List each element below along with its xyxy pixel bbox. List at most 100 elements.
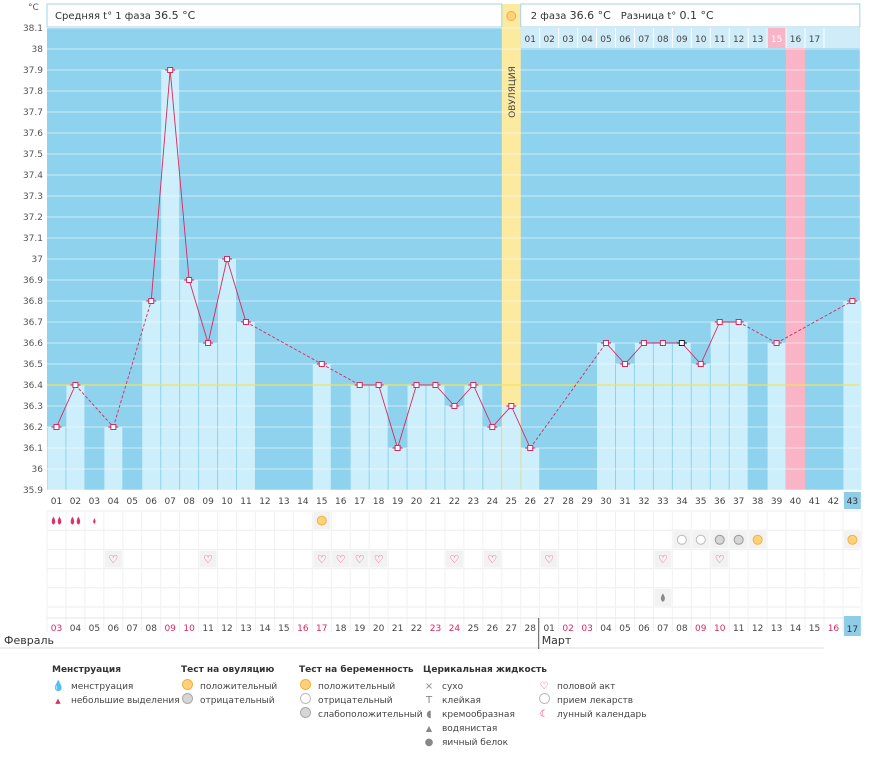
date-label: 28 xyxy=(524,624,536,634)
cycle-day-label: 33 xyxy=(657,497,668,507)
temperature-segment xyxy=(169,69,190,281)
cycle-day-label: 27 xyxy=(543,497,554,507)
y-tick-label: 36 xyxy=(32,465,44,475)
temperature-point xyxy=(735,319,742,325)
temperature-bar xyxy=(199,343,218,490)
y-tick-label: 37 xyxy=(32,255,43,265)
sun-icon xyxy=(181,680,193,694)
legend-item: 💧 менструация xyxy=(52,680,180,694)
cycle-day-label: 28 xyxy=(562,497,574,507)
cycle-day-label: 34 xyxy=(676,497,688,507)
phase1-box xyxy=(46,3,503,28)
temperature-point xyxy=(451,403,458,409)
drop-icon xyxy=(57,516,62,525)
phase2-day-label: 06 xyxy=(619,35,631,45)
current-date-badge xyxy=(843,616,861,636)
legend-label: положительный xyxy=(200,682,278,692)
temperature-point xyxy=(53,424,60,430)
cycle-day-label: 17 xyxy=(354,497,365,507)
diff-value: 0.1 °C xyxy=(679,9,713,22)
date-label: 09 xyxy=(164,624,176,634)
temperature-bar xyxy=(47,427,66,490)
legend-title: Церикальная жидкость xyxy=(423,665,547,675)
legend-pregnancy-test: Тест на беременность положительный отриц… xyxy=(299,665,423,722)
cell-bg xyxy=(351,550,369,568)
drop-icon xyxy=(93,518,96,524)
phase2-day-label: 17 xyxy=(809,35,820,45)
temperature-bar xyxy=(653,343,672,490)
legend-item: ☾ лунный календарь xyxy=(538,708,647,722)
temperature-segment xyxy=(245,321,322,365)
phase2-label: 2 фаза 36.6 °C xyxy=(531,9,611,22)
cycle-day-label: 20 xyxy=(411,497,423,507)
date-label: 14 xyxy=(790,624,802,634)
phase2-day-label: 12 xyxy=(733,35,744,45)
highlight-cell xyxy=(767,28,786,48)
date-label: 13 xyxy=(240,624,251,634)
cycle-day-label: 38 xyxy=(752,497,764,507)
sun-icon xyxy=(299,680,311,694)
temperature-segment xyxy=(207,258,228,344)
legend-label: небольшие выделения xyxy=(71,696,180,706)
grey-circle-icon xyxy=(733,534,744,545)
temperature-bar xyxy=(142,301,161,490)
cross-icon: × xyxy=(424,681,434,692)
phase2-day-label: 16 xyxy=(790,35,802,45)
temperature-point xyxy=(470,382,477,388)
cycle-day-label: 26 xyxy=(524,497,536,507)
temperature-point xyxy=(413,382,420,388)
temperature-point xyxy=(489,424,496,430)
legend-title: Тест на овуляцию xyxy=(181,665,275,675)
date-label: 15 xyxy=(278,624,289,634)
phase2-value: 36.6 °C xyxy=(570,9,611,22)
cycle-day-label: 24 xyxy=(487,497,499,507)
date-label: 24 xyxy=(449,624,461,634)
legend-menstruation: Менструация 💧 менструация ▲ небольшие выде… xyxy=(52,665,180,708)
y-tick-label: 36.8 xyxy=(23,297,43,307)
legend-label: слабоположительный xyxy=(318,710,423,720)
date-label: 20 xyxy=(373,624,385,634)
y-tick-label: 37.1 xyxy=(23,234,43,244)
y-tick-label: 37.7 xyxy=(23,108,43,118)
date-label: 10 xyxy=(714,624,726,634)
cycle-day-label: 04 xyxy=(108,497,120,507)
cycle-day-label: 29 xyxy=(581,497,593,507)
y-tick-label: 36.5 xyxy=(23,360,43,370)
temperature-segment xyxy=(681,342,702,365)
temperature-line xyxy=(51,67,858,451)
ovulation-label: ОВУЛЯЦИЯ xyxy=(508,66,518,118)
y-tick-label: 37.6 xyxy=(23,129,43,139)
temperature-point xyxy=(508,403,515,409)
month-label: Март xyxy=(542,634,572,647)
cell-bg xyxy=(483,550,501,568)
phase2-day-label: 09 xyxy=(676,35,688,45)
legend: Менструация 💧 менструация ▲ небольшие выде… xyxy=(48,665,647,775)
date-label: 14 xyxy=(259,624,271,634)
date-label: 11 xyxy=(733,624,744,634)
date-label: 17 xyxy=(316,624,327,634)
date-label: 18 xyxy=(335,624,347,634)
temperature-bar xyxy=(350,385,369,490)
drop-icon: ▲ xyxy=(425,724,433,733)
y-tick-label: 37.8 xyxy=(23,87,43,97)
temperature-segment xyxy=(605,342,626,365)
temperature-segment xyxy=(188,279,209,344)
date-label: 01 xyxy=(543,624,554,634)
temperature-point xyxy=(72,382,79,388)
current-day-label: 43 xyxy=(847,497,858,507)
heart-icon: ♡ xyxy=(487,553,497,566)
sun-icon xyxy=(506,11,517,21)
legend-item: прием лекарств xyxy=(538,694,647,708)
y-tick-label: 37.5 xyxy=(23,150,43,160)
temperature-bar xyxy=(426,385,445,490)
legend-item: ● яичный белок xyxy=(423,736,547,750)
cycle-day-label: 06 xyxy=(145,497,157,507)
heart-icon: ♡ xyxy=(449,553,459,566)
y-tick-label: 36.6 xyxy=(23,339,43,349)
temperature-segment xyxy=(435,384,455,407)
heart-icon: ♡ xyxy=(336,553,346,566)
temperature-point xyxy=(186,277,193,283)
cell-bg xyxy=(199,550,217,568)
temperature-point xyxy=(356,382,363,388)
